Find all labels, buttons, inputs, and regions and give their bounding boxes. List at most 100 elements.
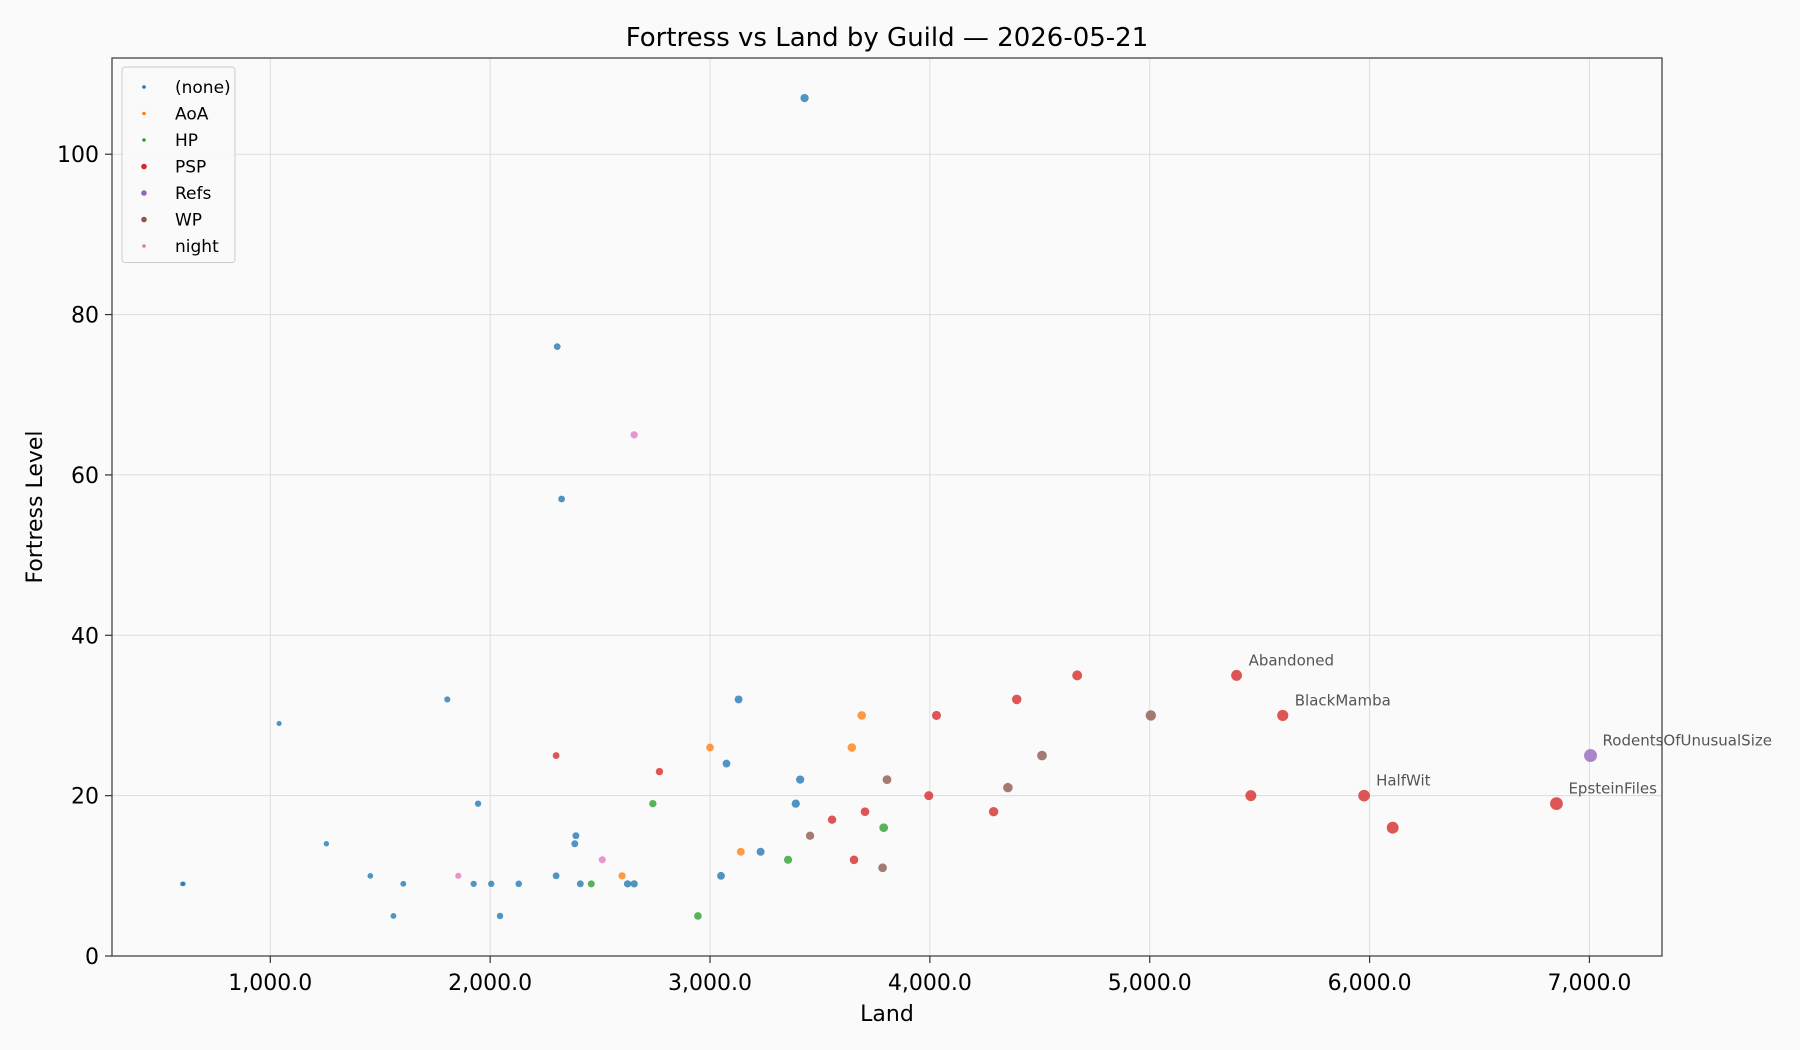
data-point bbox=[857, 711, 867, 720]
legend-label: (none) bbox=[175, 78, 231, 98]
data-point bbox=[1584, 749, 1598, 763]
plot-area bbox=[112, 58, 1662, 956]
data-point bbox=[1358, 789, 1370, 802]
data-point bbox=[587, 880, 595, 888]
data-point bbox=[706, 743, 714, 752]
y-tick-label: 0 bbox=[85, 945, 99, 970]
data-point bbox=[860, 807, 870, 816]
legend-label: Refs bbox=[175, 184, 211, 204]
x-tick-label: 7,000.0 bbox=[1547, 971, 1631, 996]
data-point bbox=[488, 880, 495, 888]
legend-marker bbox=[142, 138, 146, 142]
y-tick-label: 100 bbox=[57, 143, 99, 168]
y-tick-label: 60 bbox=[71, 464, 99, 489]
y-tick-label: 80 bbox=[71, 304, 99, 329]
x-tick-label: 6,000.0 bbox=[1328, 971, 1412, 996]
legend-label: HP bbox=[175, 131, 198, 151]
data-point bbox=[694, 912, 702, 920]
data-point bbox=[879, 823, 889, 833]
data-point bbox=[576, 880, 584, 888]
data-point bbox=[1245, 790, 1257, 802]
x-tick-label: 4,000.0 bbox=[888, 971, 972, 996]
legend-label: AoA bbox=[175, 105, 209, 125]
data-point bbox=[882, 775, 892, 784]
data-point bbox=[736, 847, 745, 856]
x-tick-label: 2,000.0 bbox=[448, 971, 532, 996]
x-tick-label: 5,000.0 bbox=[1108, 971, 1192, 996]
data-point bbox=[800, 93, 809, 103]
data-point bbox=[924, 791, 934, 801]
legend-marker bbox=[142, 111, 146, 116]
data-point bbox=[734, 695, 743, 704]
legend-marker bbox=[141, 190, 147, 196]
point-annotation: Abandoned bbox=[1249, 651, 1334, 669]
legend-box bbox=[121, 66, 236, 263]
data-point bbox=[1145, 710, 1157, 721]
data-point bbox=[1277, 709, 1289, 722]
data-point bbox=[796, 775, 805, 784]
data-point bbox=[598, 856, 606, 864]
data-point bbox=[618, 872, 626, 880]
data-point bbox=[1231, 669, 1243, 681]
data-point bbox=[805, 831, 815, 840]
data-points bbox=[180, 93, 1598, 920]
data-point bbox=[390, 913, 397, 919]
data-point bbox=[1386, 821, 1399, 834]
data-point bbox=[496, 912, 504, 920]
legend-label: night bbox=[175, 237, 219, 257]
data-point bbox=[791, 799, 800, 808]
point-annotation: EpsteinFiles bbox=[1568, 780, 1657, 798]
y-tick-label: 20 bbox=[71, 785, 99, 810]
data-point bbox=[988, 806, 999, 817]
legend-marker bbox=[141, 163, 147, 170]
y-axis-ticks: 0 20 40 60 80 100 bbox=[57, 143, 112, 970]
data-point bbox=[400, 880, 407, 887]
data-point bbox=[1011, 694, 1022, 705]
annotations: Abandoned BlackMamba RodentsOfUnusualSize H… bbox=[1249, 651, 1772, 797]
legend-label: PSP bbox=[175, 158, 206, 178]
point-annotation: HalfWit bbox=[1376, 772, 1431, 790]
point-annotation: BlackMamba bbox=[1295, 691, 1391, 709]
x-axis-label: Land bbox=[860, 1002, 914, 1027]
data-point bbox=[552, 872, 560, 880]
data-point bbox=[783, 855, 793, 864]
data-point bbox=[474, 800, 482, 807]
data-point bbox=[276, 720, 282, 727]
data-point bbox=[444, 696, 451, 703]
data-point bbox=[847, 743, 857, 752]
data-point bbox=[1550, 797, 1563, 811]
data-point bbox=[717, 871, 725, 880]
data-point bbox=[571, 840, 579, 848]
data-point bbox=[181, 881, 186, 887]
y-axis-label: Fortress Level bbox=[23, 430, 48, 583]
legend-marker bbox=[141, 216, 147, 223]
plot-frame bbox=[111, 57, 1663, 957]
data-point bbox=[623, 880, 632, 888]
data-point bbox=[722, 759, 731, 768]
data-point bbox=[553, 343, 561, 351]
data-point bbox=[878, 863, 887, 873]
y-tick-label: 40 bbox=[71, 624, 99, 649]
legend: (none) AoA HP PSP Refs WP night bbox=[121, 66, 236, 263]
legend-marker bbox=[142, 85, 146, 89]
x-tick-label: 3,000.0 bbox=[668, 971, 752, 996]
point-annotation: RodentsOfUnusualSize bbox=[1603, 732, 1772, 750]
data-point bbox=[1037, 750, 1047, 761]
data-point bbox=[572, 832, 580, 840]
data-point bbox=[630, 880, 638, 888]
data-point bbox=[552, 752, 560, 759]
data-point bbox=[756, 847, 765, 856]
data-point bbox=[630, 431, 638, 439]
data-point bbox=[455, 872, 462, 879]
data-point bbox=[827, 815, 837, 824]
data-point bbox=[558, 495, 566, 503]
data-point bbox=[849, 855, 859, 865]
legend-label: WP bbox=[175, 211, 202, 231]
chart-title: Fortress vs Land by Guild — 2026-05-21 bbox=[626, 23, 1149, 53]
legend-marker bbox=[142, 244, 146, 248]
data-point bbox=[367, 872, 374, 879]
data-point bbox=[649, 799, 657, 808]
data-point bbox=[470, 880, 477, 887]
data-point bbox=[655, 767, 664, 776]
